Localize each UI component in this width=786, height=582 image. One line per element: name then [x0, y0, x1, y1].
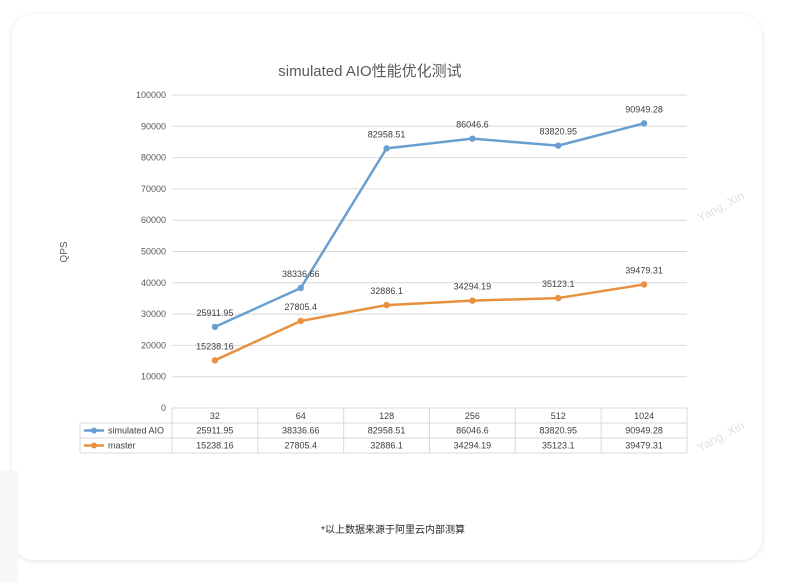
y-tick-label: 30000 — [141, 309, 166, 319]
y-tick-label: 0 — [161, 403, 166, 413]
chart-card — [12, 14, 762, 560]
series-line — [214, 122, 645, 329]
data-point — [297, 317, 304, 325]
data-label: 39479.31 — [625, 265, 663, 275]
legend-key-marker — [91, 427, 97, 434]
y-tick-label: 50000 — [141, 247, 166, 257]
data-label: 34294.19 — [454, 282, 492, 292]
y-tick-label: 90000 — [141, 121, 166, 131]
data-point — [383, 301, 390, 309]
series-line — [214, 283, 645, 362]
data-point — [640, 120, 648, 127]
data-point — [640, 281, 648, 288]
y-ticks: 0 10000 20000 30000 40000 50000 60000 70000 8000… — [136, 90, 166, 413]
y-tick-label: 60000 — [141, 215, 166, 225]
legend-key-marker — [91, 442, 97, 449]
y-tick-label: 40000 — [141, 278, 166, 288]
data-label: 38336.66 — [282, 269, 320, 279]
data-point — [383, 145, 390, 152]
y-tick-label: 20000 — [141, 340, 166, 350]
data-labels: 25911.95 38336.66 82958.51 86046.6 83820.95 9… — [196, 104, 663, 351]
data-label: 32886.1 — [370, 286, 403, 296]
x-tick-label: 256 — [465, 411, 480, 421]
table-cell: 27805.4 — [284, 441, 317, 451]
footnote: *以上数据来源于阿里云内部测算 — [321, 525, 465, 536]
data-label: 90949.28 — [625, 104, 663, 114]
series-lines — [211, 120, 648, 364]
chart-title: simulated AIO性能优化测试 — [278, 63, 461, 80]
data-point — [555, 142, 562, 149]
data-point — [469, 297, 476, 304]
table-cell: 39479.31 — [625, 441, 663, 451]
data-point — [555, 294, 562, 302]
data-point — [211, 357, 219, 364]
x-tick-label: 512 — [551, 411, 566, 421]
data-label: 35123.1 — [542, 279, 575, 289]
table-cell: 35123.1 — [542, 441, 575, 451]
y-tick-label: 80000 — [141, 153, 166, 163]
watermark: Yang, Xin — [695, 418, 747, 454]
watermarks: Yang, Xin Yang, Xin — [695, 188, 747, 454]
x-tick-label: 64 — [296, 411, 306, 421]
card-edge — [0, 470, 18, 582]
x-tick-label: 32 — [210, 411, 220, 421]
table-cell: 90949.28 — [625, 426, 663, 436]
data-point — [469, 135, 476, 142]
y-tick-label: 10000 — [141, 372, 166, 382]
data-label: 25911.95 — [196, 308, 233, 318]
table-cell: 86046.6 — [456, 426, 489, 436]
x-tick-label: 1024 — [634, 411, 654, 421]
data-point — [211, 323, 219, 331]
legend-entry: simulated AIO — [108, 426, 164, 436]
data-label: 82958.51 — [368, 129, 406, 139]
x-tick-label: 128 — [379, 411, 394, 421]
data-label: 27805.4 — [284, 302, 317, 312]
legend-entry: master — [108, 441, 136, 451]
data-label: 15238.16 — [196, 341, 234, 351]
data-label: 86046.6 — [456, 120, 489, 130]
table-cell: 83820.95 — [539, 426, 577, 436]
table-cell: 32886.1 — [370, 441, 403, 451]
watermark: Yang, Xin — [695, 188, 747, 224]
table-cell: 34294.19 — [454, 441, 492, 451]
y-tick-label: 70000 — [141, 184, 166, 194]
gridlines — [172, 94, 687, 409]
table-cell: 82958.51 — [368, 426, 406, 436]
y-axis-label: QPS — [59, 241, 70, 262]
table-cell: 15238.16 — [196, 441, 234, 451]
y-tick-label: 100000 — [136, 90, 166, 100]
data-label: 83820.95 — [539, 127, 577, 137]
table-cell: 25911.95 — [196, 426, 233, 436]
data-point — [297, 284, 304, 292]
data-table: 32 64 128 256 512 1024 simulated AIO 25911.95 38… — [79, 407, 688, 454]
table-cell: 38336.66 — [282, 426, 320, 436]
